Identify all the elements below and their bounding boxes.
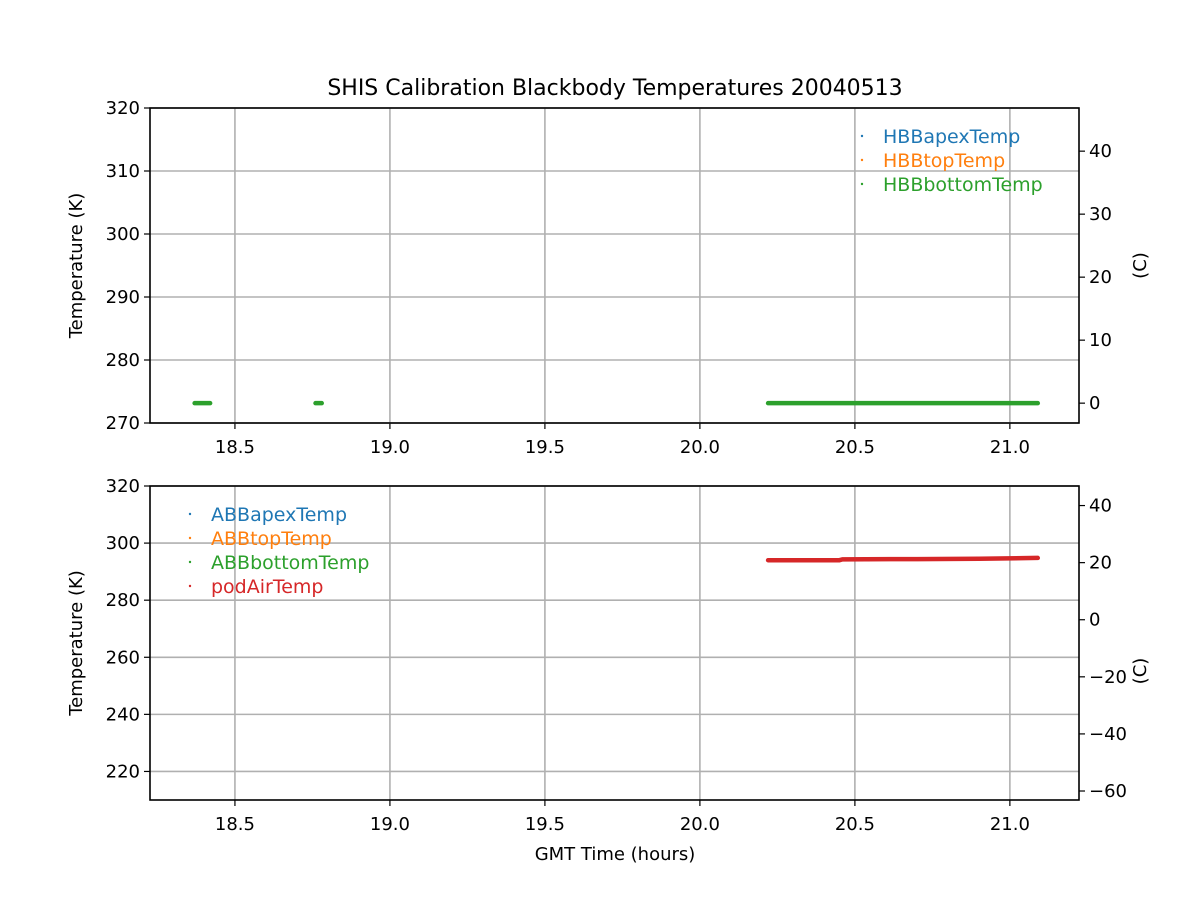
x-tick-label: 18.5 bbox=[215, 814, 255, 835]
x-tick-label: 19.0 bbox=[370, 437, 410, 458]
axes-frame bbox=[149, 107, 1080, 424]
y2-tick-label: 0 bbox=[1089, 393, 1100, 414]
y2-tick-label: 30 bbox=[1089, 204, 1112, 225]
x-tick-label: 20.0 bbox=[680, 814, 720, 835]
y2-tick-label: 10 bbox=[1089, 330, 1112, 351]
legend-marker bbox=[188, 584, 192, 588]
x-tick-label: 21.0 bbox=[990, 437, 1030, 458]
y2-tick-label: −60 bbox=[1089, 781, 1127, 802]
legend-label: podAirTemp bbox=[211, 576, 323, 598]
y2-tick-label: 0 bbox=[1089, 610, 1100, 631]
y-axis-label: Temperature (K) bbox=[66, 193, 87, 340]
x-tick-label: 19.5 bbox=[525, 437, 565, 458]
y2-tick-label: 40 bbox=[1089, 496, 1112, 517]
x-tick-label: 18.5 bbox=[215, 437, 255, 458]
series-podAirTemp-segment bbox=[765, 555, 1041, 563]
legend-label: ABBbottomTemp bbox=[211, 552, 369, 574]
y-tick-label: 320 bbox=[106, 98, 140, 119]
legend-label: ABBapexTemp bbox=[211, 504, 347, 526]
legend-label: HBBtopTemp bbox=[883, 150, 1005, 172]
chart-title: SHIS Calibration Blackbody Temperatures … bbox=[327, 76, 902, 101]
y2-axis-label: (C) bbox=[1130, 252, 1151, 279]
y-axis-label: Temperature (K) bbox=[66, 570, 87, 717]
legend-marker bbox=[188, 536, 192, 540]
y-tick-label: 280 bbox=[106, 350, 140, 371]
legend-label: HBBbottomTemp bbox=[883, 174, 1043, 196]
top-panel: 18.5 19.0 19.5 20.0 20.5 21.02702802903003103… bbox=[66, 98, 1151, 458]
y-tick-label: 310 bbox=[106, 161, 140, 182]
y2-tick-label: 20 bbox=[1089, 553, 1112, 574]
y-tick-label: 290 bbox=[106, 287, 140, 308]
x-axis-label: GMT Time (hours) bbox=[535, 844, 696, 865]
y-tick-label: 280 bbox=[106, 590, 140, 611]
y-tick-label: 240 bbox=[106, 704, 140, 725]
legend-label: HBBapexTemp bbox=[883, 126, 1020, 148]
x-tick-label: 21.0 bbox=[990, 814, 1030, 835]
legend-label: ABBtopTemp bbox=[211, 528, 332, 550]
y2-axis-label: (C) bbox=[1130, 658, 1151, 685]
x-tick-label: 19.5 bbox=[525, 814, 565, 835]
axes-frame bbox=[149, 485, 1080, 801]
bottom-panel: 18.5 19.0 19.5 20.0 20.5 21.0 220 240 260 280 300 3… bbox=[66, 476, 1151, 835]
legend-marker bbox=[188, 560, 192, 564]
y-tick-label: 270 bbox=[106, 413, 140, 434]
legend-marker bbox=[860, 134, 864, 138]
legend-marker bbox=[860, 158, 864, 162]
y2-tick-label: 40 bbox=[1089, 141, 1112, 162]
y2-tick-label: −40 bbox=[1089, 724, 1127, 745]
x-tick-label: 20.0 bbox=[680, 437, 720, 458]
x-tick-label: 19.0 bbox=[370, 814, 410, 835]
y-tick-label: 300 bbox=[106, 224, 140, 245]
y-tick-label: 320 bbox=[106, 476, 140, 497]
y-tick-label: 260 bbox=[106, 647, 140, 668]
y-tick-label: 220 bbox=[106, 761, 140, 782]
x-tick-label: 20.5 bbox=[835, 814, 875, 835]
legend-marker bbox=[188, 512, 192, 516]
y2-tick-label: 20 bbox=[1089, 267, 1112, 288]
y-tick-label: 300 bbox=[106, 533, 140, 554]
legend-marker bbox=[860, 182, 864, 186]
y2-tick-label: −20 bbox=[1089, 667, 1127, 688]
x-tick-label: 20.5 bbox=[835, 437, 875, 458]
